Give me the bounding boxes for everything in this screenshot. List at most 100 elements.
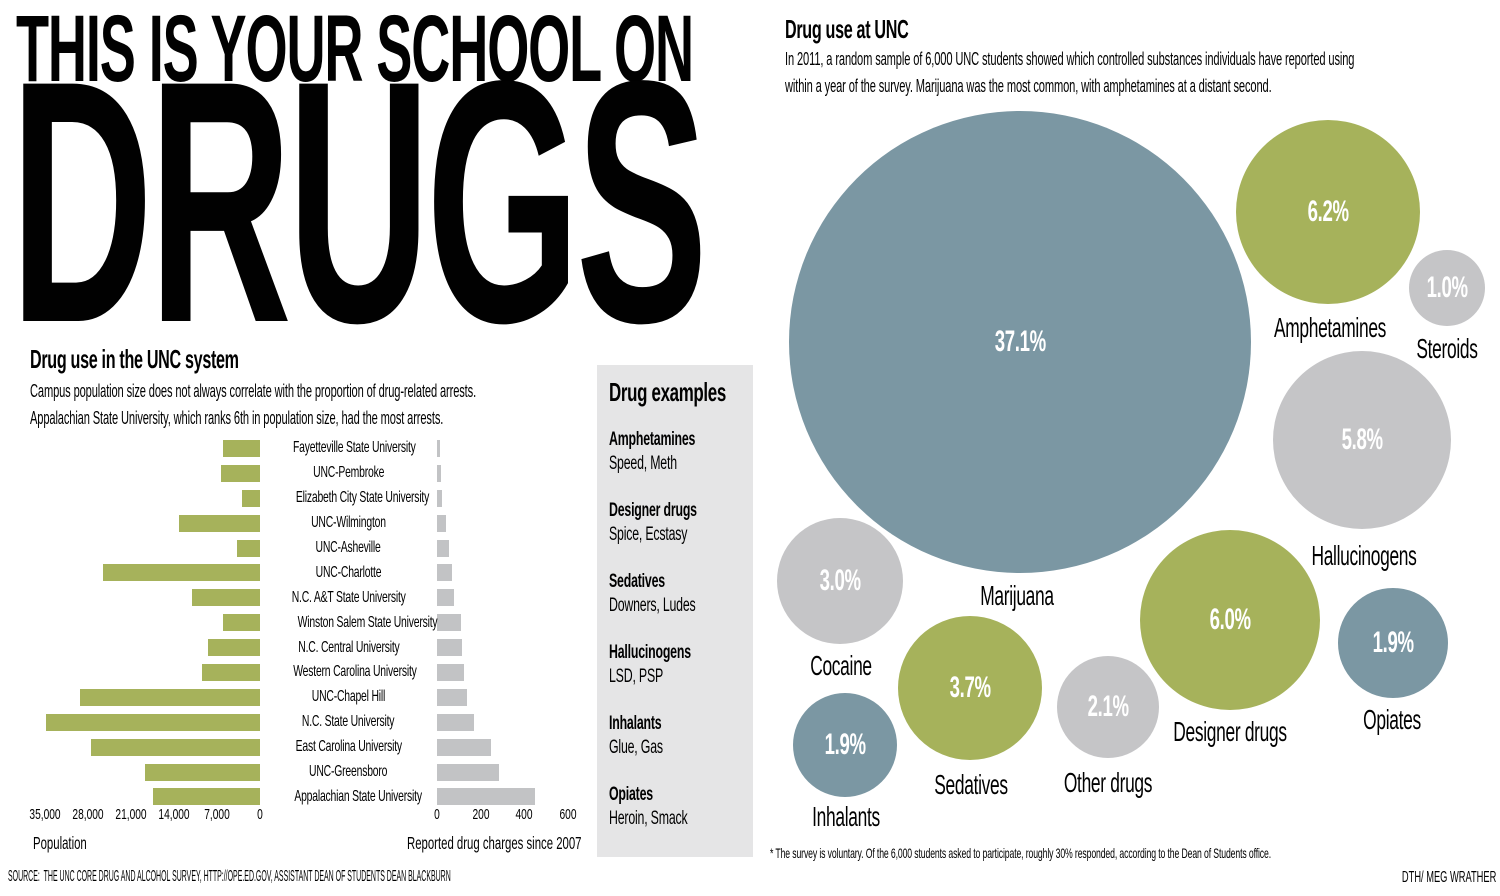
bubble-value: 1.9% bbox=[1372, 626, 1414, 659]
school-label-text: N.C. A&T State University bbox=[291, 588, 406, 606]
charges-bar bbox=[437, 589, 455, 607]
charges-bar bbox=[437, 738, 492, 756]
bar-row-unc-charlotte: UNC-Charlotte bbox=[45, 560, 582, 585]
school-label-text: UNC-Chapel Hill bbox=[311, 688, 386, 706]
drug-example-list: LSD, PSP bbox=[609, 665, 753, 689]
bar-row-fayetteville-state-university: Fayetteville State University bbox=[45, 436, 582, 461]
school-label: N.C. A&T State University bbox=[260, 588, 437, 606]
population-bar-cell bbox=[45, 738, 260, 756]
bubble-chart-description-line2: within a year of the survey. Marijuana w… bbox=[785, 75, 1272, 96]
bar-row-unc-wilmington: UNC-Wilmington bbox=[45, 511, 582, 536]
bubble-inhalants: 1.9% bbox=[793, 693, 897, 797]
charges-bar bbox=[437, 614, 461, 632]
population-bar bbox=[242, 489, 260, 507]
main-title-line1: THIS IS YOUR SCHOOL ON bbox=[16, 0, 694, 102]
drug-example-list-text: Heroin, Smack bbox=[609, 808, 688, 829]
school-label: Fayetteville State University bbox=[260, 440, 437, 456]
population-axis-tick: 35,000 bbox=[29, 806, 61, 823]
population-axis-tick: 7,000 bbox=[204, 806, 230, 823]
population-bar-cell bbox=[45, 788, 260, 806]
charges-bar-cell bbox=[437, 663, 582, 681]
population-axis-tick: 0 bbox=[257, 806, 263, 823]
charges-bar bbox=[437, 663, 465, 681]
population-bar-cell bbox=[45, 564, 260, 582]
bubble-label-designer-drugs: Designer drugs bbox=[1173, 716, 1287, 747]
population-bar-cell bbox=[45, 663, 260, 681]
population-bar-cell bbox=[45, 539, 260, 557]
bubble-chart-description-line1: In 2011, a random sample of 6,000 UNC st… bbox=[785, 48, 1355, 69]
charges-bar bbox=[437, 763, 499, 781]
school-label-text: N.C. Central University bbox=[297, 638, 400, 656]
charges-bar-cell bbox=[437, 514, 582, 532]
charges-bar-cell bbox=[437, 589, 582, 607]
drug-example-list-text: Glue, Gas bbox=[609, 737, 663, 758]
bar-row-unc-chapel-hill: UNC-Chapel Hill bbox=[45, 685, 582, 710]
school-label-text: N.C. State University bbox=[302, 713, 395, 731]
drug-example-name-text: Designer drugs bbox=[609, 500, 697, 521]
population-bar bbox=[236, 539, 260, 557]
school-label-text: UNC-Charlotte bbox=[315, 563, 382, 581]
bar-row-n-c-central-university: N.C. Central University bbox=[45, 635, 582, 660]
drug-example-list-text: Spice, Ecstasy bbox=[609, 524, 688, 545]
charges-bar bbox=[437, 439, 441, 457]
charges-axis-tick: 400 bbox=[515, 806, 533, 823]
charges-axis-tick: 0 bbox=[434, 806, 440, 823]
left-chart-description-line1: Campus population size does not always c… bbox=[30, 380, 477, 401]
population-bar-cell bbox=[45, 514, 260, 532]
bubble-steroids: 1.0% bbox=[1409, 250, 1485, 326]
population-axis-caption: Population bbox=[33, 833, 87, 853]
bar-row-unc-greensboro: UNC-Greensboro bbox=[45, 760, 582, 785]
population-axis-tick: 21,000 bbox=[115, 806, 147, 823]
school-label: East Carolina University bbox=[260, 739, 437, 755]
school-label: Elizabeth City State University bbox=[260, 490, 437, 506]
school-label-text: UNC-Greensboro bbox=[309, 763, 388, 781]
population-bar bbox=[222, 614, 260, 632]
bar-row-n-c-state-university: N.C. State University bbox=[45, 710, 582, 735]
drug-example-name: Opiates bbox=[609, 783, 753, 807]
bar-row-n-c-a-t-state-university: N.C. A&T State University bbox=[45, 585, 582, 610]
charges-bar bbox=[437, 564, 453, 582]
charges-bar-cell bbox=[437, 763, 582, 781]
population-bar-cell bbox=[45, 439, 260, 457]
population-bar bbox=[220, 464, 260, 482]
drug-example-amphetamines: Amphetamines Speed, Meth bbox=[609, 428, 753, 476]
bubble-value: 3.7% bbox=[949, 671, 991, 704]
drug-example-designer-drugs: Designer drugs Spice, Ecstasy bbox=[609, 499, 753, 547]
population-axis-tick: 14,000 bbox=[158, 806, 190, 823]
population-bar-cell bbox=[45, 688, 260, 706]
bubble-amphetamines: 6.2% bbox=[1236, 120, 1420, 304]
drug-example-name: Sedatives bbox=[609, 570, 753, 594]
school-label: Appalachian State University bbox=[260, 788, 437, 805]
bubble-value: 1.0% bbox=[1426, 271, 1468, 304]
bubble-value: 1.9% bbox=[824, 728, 866, 761]
charges-bar-cell bbox=[437, 788, 582, 806]
drug-example-sedatives: Sedatives Downers, Ludes bbox=[609, 570, 753, 618]
charges-bar bbox=[437, 788, 535, 806]
school-label: N.C. Central University bbox=[260, 638, 437, 656]
bubble-label-steroids: Steroids bbox=[1416, 333, 1478, 364]
population-bar-cell bbox=[45, 589, 260, 607]
population-bar bbox=[144, 763, 260, 781]
charges-bar bbox=[437, 489, 443, 507]
drug-example-opiates: Opiates Heroin, Smack bbox=[609, 783, 753, 831]
bubble-value: 5.8% bbox=[1341, 423, 1383, 456]
source-line: SOURCE: THE UNC CORE DRUG AND ALCOHOL SU… bbox=[8, 868, 451, 885]
bubble-opiates: 1.9% bbox=[1338, 588, 1448, 698]
school-label: UNC-Greensboro bbox=[260, 764, 437, 780]
school-label: UNC-Chapel Hill bbox=[260, 689, 437, 705]
bubble-sedatives: 3.7% bbox=[898, 616, 1042, 760]
bubble-hallucinogens: 5.8% bbox=[1273, 351, 1451, 529]
bar-row-elizabeth-city-state-university: Elizabeth City State University bbox=[45, 486, 582, 511]
population-axis-tick: 28,000 bbox=[72, 806, 104, 823]
school-label-text: Fayetteville State University bbox=[293, 439, 416, 457]
charges-bar-cell bbox=[437, 439, 582, 457]
drug-example-list-text: Downers, Ludes bbox=[609, 595, 696, 616]
charges-bar-cell bbox=[437, 464, 582, 482]
school-label-text: UNC-Wilmington bbox=[311, 514, 386, 532]
charges-bar-cell bbox=[437, 614, 582, 632]
bubble-marijuana: 37.1% bbox=[789, 111, 1251, 573]
population-bar bbox=[222, 439, 260, 457]
school-label-text: UNC-Pembroke bbox=[312, 464, 385, 482]
drug-example-list: Heroin, Smack bbox=[609, 807, 753, 831]
